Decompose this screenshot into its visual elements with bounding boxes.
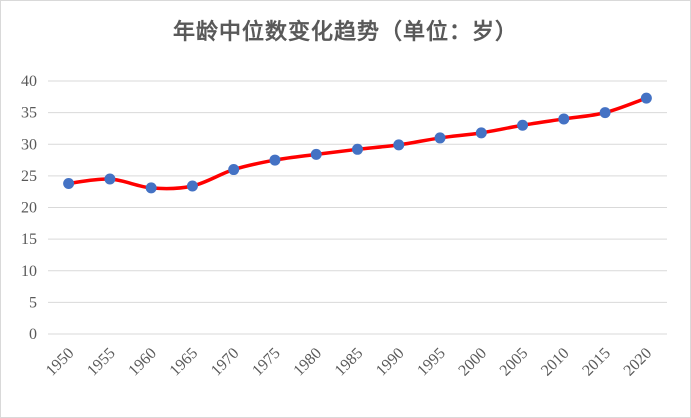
x-tick-label: 1950 <box>43 345 78 380</box>
x-tick-label: 2020 <box>621 345 656 380</box>
y-tick-label: 10 <box>21 263 37 280</box>
y-axis-ticks: 0 5 10 15 20 25 30 35 40 <box>21 73 37 343</box>
y-tick-label: 35 <box>21 105 37 122</box>
x-tick-label: 1985 <box>332 345 367 380</box>
data-point <box>434 132 446 144</box>
data-point <box>63 177 75 189</box>
series-line <box>66 96 649 191</box>
data-point <box>640 92 652 104</box>
data-point <box>599 107 611 119</box>
data-point <box>145 182 157 194</box>
y-tick-label: 5 <box>29 294 37 311</box>
data-point <box>310 148 322 160</box>
series-line-layer <box>66 96 649 191</box>
y-tick-label: 0 <box>29 326 37 343</box>
x-tick-label: 1975 <box>249 345 284 380</box>
y-tick-label: 15 <box>21 231 37 248</box>
data-point <box>558 113 570 125</box>
x-tick-label: 2000 <box>455 345 490 380</box>
x-tick-label: 1955 <box>84 345 119 380</box>
data-point <box>186 180 198 192</box>
data-point <box>393 139 405 151</box>
x-axis-ticks: 1950 1955 1960 1965 1970 1975 1980 1985 1990 1995… <box>43 345 655 380</box>
x-tick-label: 2015 <box>579 345 614 380</box>
data-point <box>352 143 363 155</box>
x-tick-label: 2010 <box>538 345 573 380</box>
data-points <box>63 92 652 194</box>
chart-title: 年龄中位数变化趋势（单位：岁） <box>172 20 518 45</box>
data-point <box>228 164 240 176</box>
data-point <box>269 154 281 166</box>
y-tick-label: 20 <box>21 200 37 217</box>
y-tick-label: 30 <box>21 136 37 153</box>
data-point <box>517 119 529 131</box>
x-tick-label: 2005 <box>497 345 532 380</box>
y-tick-label: 25 <box>21 168 37 185</box>
data-point <box>104 173 116 185</box>
y-tick-label: 40 <box>21 73 37 90</box>
x-tick-label: 1965 <box>167 345 202 380</box>
x-tick-label: 1990 <box>373 345 408 380</box>
x-tick-label: 1980 <box>290 345 325 380</box>
data-point <box>475 127 487 139</box>
x-tick-label: 1960 <box>125 345 160 380</box>
x-tick-label: 1995 <box>414 345 449 380</box>
x-tick-label: 1970 <box>208 345 243 380</box>
